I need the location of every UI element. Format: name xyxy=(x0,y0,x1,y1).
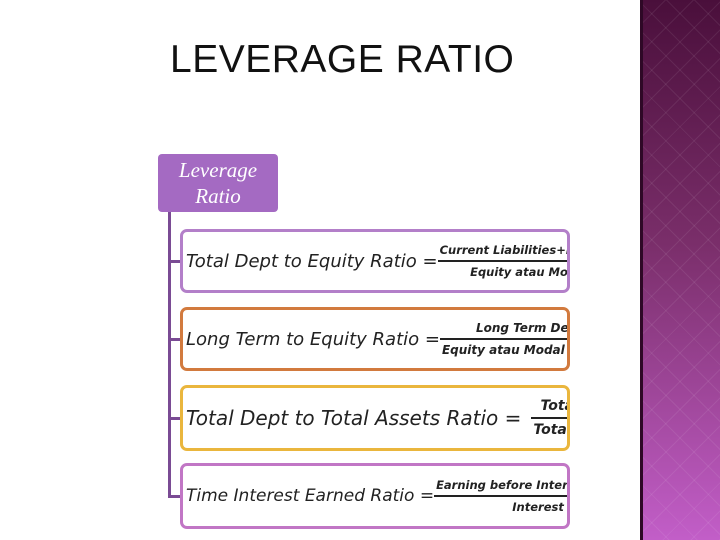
page-title: LEVERAGE RATIO xyxy=(170,38,515,81)
tree-connector-vertical xyxy=(168,212,171,498)
formula-fraction: Current Liabilities+Long Term Dept Equit… xyxy=(437,243,568,279)
formula-name: Total Dept to Total Assets Ratio = xyxy=(186,406,522,430)
tree-connector-branch-2 xyxy=(168,338,182,341)
root-node-label-line-2: Ratio xyxy=(195,184,241,208)
formula-fraction: Earning before Interest dan Income Tax I… xyxy=(434,478,568,514)
tree-connector-branch-1 xyxy=(168,260,182,263)
formula-fraction: Total Dept Total Assets xyxy=(521,398,570,438)
formula-denominator: Total Assets xyxy=(533,422,570,438)
fraction-bar xyxy=(439,338,567,340)
formula-box-total-dept-to-equity: Total Dept to Equity Ratio = Current Lia… xyxy=(180,229,570,293)
formula-box-long-term-to-equity: Long Term to Equity Ratio = Long Term De… xyxy=(180,307,570,371)
formula-name: Time Interest Earned Ratio = xyxy=(186,486,435,506)
formula-denominator: Equity atau Modal Sendiri xyxy=(470,265,568,279)
diagram-root-node: Leverage Ratio xyxy=(158,154,278,212)
formula-numerator: Total Dept xyxy=(540,398,567,414)
tree-connector-branch-4 xyxy=(168,495,182,498)
formula-fraction: Long Term Dept Equity atau Modal Sendiri xyxy=(439,321,569,357)
formula-numerator: Long Term Dept xyxy=(475,321,569,335)
decorative-side-band xyxy=(640,0,720,540)
formula-box-total-dept-to-total-assets: Total Dept to Total Assets Ratio = Total… xyxy=(180,385,570,451)
root-node-label-line-1: Leverage xyxy=(178,158,258,182)
side-band-edge xyxy=(640,0,643,540)
formula-name: Long Term to Equity Ratio = xyxy=(186,328,440,350)
fraction-bar xyxy=(531,417,567,419)
fraction-bar xyxy=(434,495,567,497)
formula-numerator: Earning before Interest dan Income Tax xyxy=(436,478,568,492)
formula-name: Total Dept to Equity Ratio = xyxy=(186,250,438,272)
formula-denominator: Interest Change xyxy=(512,500,567,514)
formula-denominator: Equity atau Modal Sendiri xyxy=(441,343,567,357)
formula-box-time-interest-earned: Time Interest Earned Ratio = Earning bef… xyxy=(180,463,570,529)
fraction-bar xyxy=(437,260,567,262)
formula-numerator: Current Liabilities+Long Term Dept xyxy=(439,243,567,257)
tree-connector-branch-3 xyxy=(168,417,182,420)
